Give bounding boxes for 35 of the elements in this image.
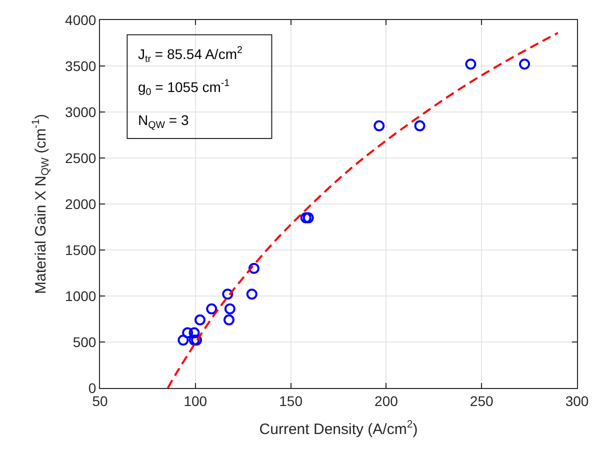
point: [222, 288, 234, 300]
point: [194, 314, 206, 326]
y-tick-label: 500: [72, 334, 96, 350]
y-tick-label: 2500: [65, 150, 96, 166]
annotation: J$_{tr}$ = 85.54 A/cm$^{2}$: [138, 45, 242, 65]
line-series: [166, 32, 559, 388]
point: [191, 334, 202, 346]
x-tick-label: 200: [374, 392, 398, 409]
y-tick-label: 1000: [65, 288, 96, 304]
x-tick-label: 250: [470, 392, 494, 409]
y-tick-label: 1500: [65, 242, 96, 258]
x-axis-title: Current Density (A/cm$^{2}$): [259, 418, 418, 438]
y-tick-label: 4000: [65, 12, 96, 28]
point: [224, 303, 236, 314]
x-tick-label: 300: [565, 392, 589, 409]
point: [519, 58, 530, 70]
point: [178, 334, 189, 346]
point: [223, 314, 234, 326]
point: [465, 58, 476, 70]
point: [248, 262, 260, 274]
point: [300, 212, 312, 224]
annotation: g$_{0}$ = 1055 cm$^{-1}$: [138, 78, 230, 98]
point: [206, 303, 218, 314]
point: [188, 327, 200, 338]
point: [302, 212, 314, 224]
point: [182, 327, 194, 338]
y-tick-label: 3500: [65, 58, 96, 74]
x-tick-label: 100: [184, 392, 208, 409]
point: [374, 120, 385, 132]
annotation: N$_{QW}$ = 3: [138, 112, 189, 131]
point: [246, 288, 258, 300]
y-tick-label: 2000: [65, 196, 96, 212]
point: [414, 120, 426, 132]
x-tick-label: 150: [279, 392, 303, 409]
y-tick-label: 3000: [65, 104, 96, 120]
